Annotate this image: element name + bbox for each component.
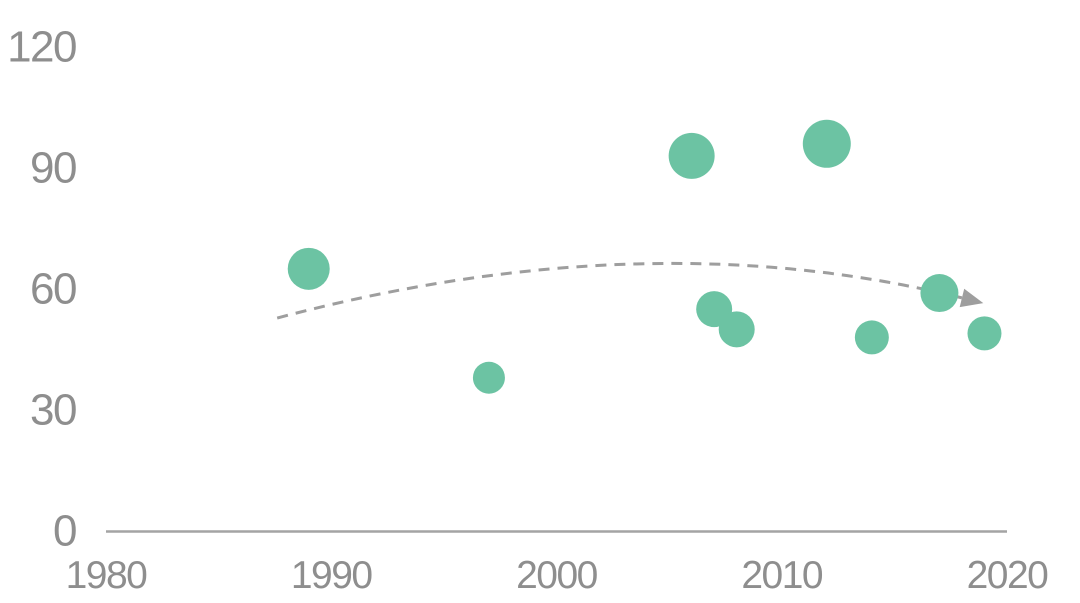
y-tick-label: 0 (53, 507, 76, 556)
bubble-point (802, 119, 851, 168)
points-layer (287, 119, 1002, 394)
y-tick-label: 120 (7, 23, 76, 72)
trend-arrowhead-icon (959, 288, 984, 308)
bubble-point (920, 274, 959, 313)
bubble-point (668, 132, 715, 179)
x-tick-label: 2000 (516, 554, 598, 597)
bubble-point (854, 320, 889, 355)
bubble-point (287, 247, 330, 290)
x-tick-label: 1990 (291, 554, 373, 597)
x-tick-label: 1980 (66, 554, 148, 597)
trend-line (276, 261, 963, 320)
y-tick-label: 90 (30, 144, 76, 193)
y-tick-label: 60 (30, 265, 76, 314)
bubble-point (472, 361, 505, 394)
bubble-point (718, 311, 755, 348)
trend-layer (276, 261, 984, 320)
bubble-point (967, 316, 1002, 351)
y-tick-label: 30 (30, 386, 76, 435)
x-tick-label: 2020 (967, 554, 1049, 597)
axis-layer: 1980 1990 2000 2010 2020 0 30 60 90 120 (7, 23, 1050, 598)
x-tick-label: 2010 (741, 554, 823, 597)
